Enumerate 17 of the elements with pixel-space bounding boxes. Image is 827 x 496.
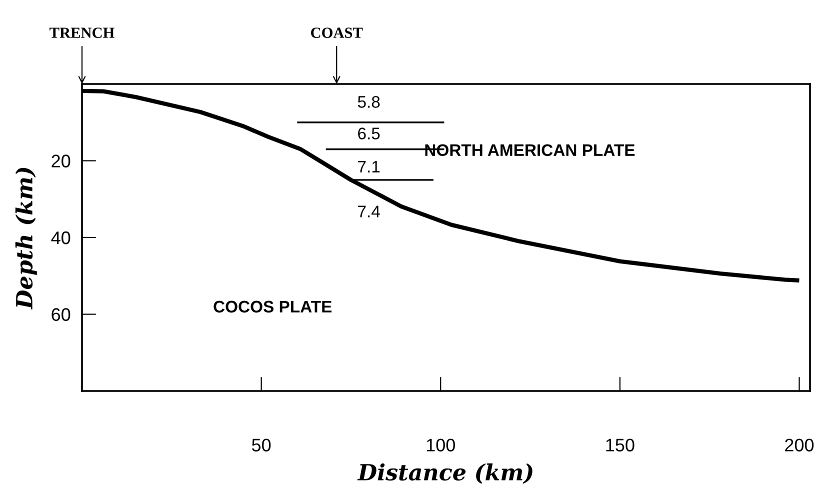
y-axis-title: Depth (km) [15,168,37,310]
annotation: COCOS PLATE [214,300,332,313]
annotation: 6.5 [358,128,380,140]
annotation: 5.8 [358,96,380,108]
annotation: 7.4 [358,206,380,218]
x-axis-title: Distance (km) [357,463,532,484]
y-tick-label: 60 [52,308,70,321]
x-tick-label: 100 [426,438,455,452]
y-tick-label: 20 [52,154,70,168]
x-tick-label: 50 [252,438,271,452]
text: TRENCH [50,28,114,38]
annotation: NORTH AMERICAN PLATE [425,144,635,156]
x-tick-label: 200 [785,438,814,452]
x-tick-label: 150 [606,438,634,452]
y-tick-label: 40 [51,231,70,244]
annotation: 7.1 [358,160,380,172]
text: COAST [311,28,363,38]
